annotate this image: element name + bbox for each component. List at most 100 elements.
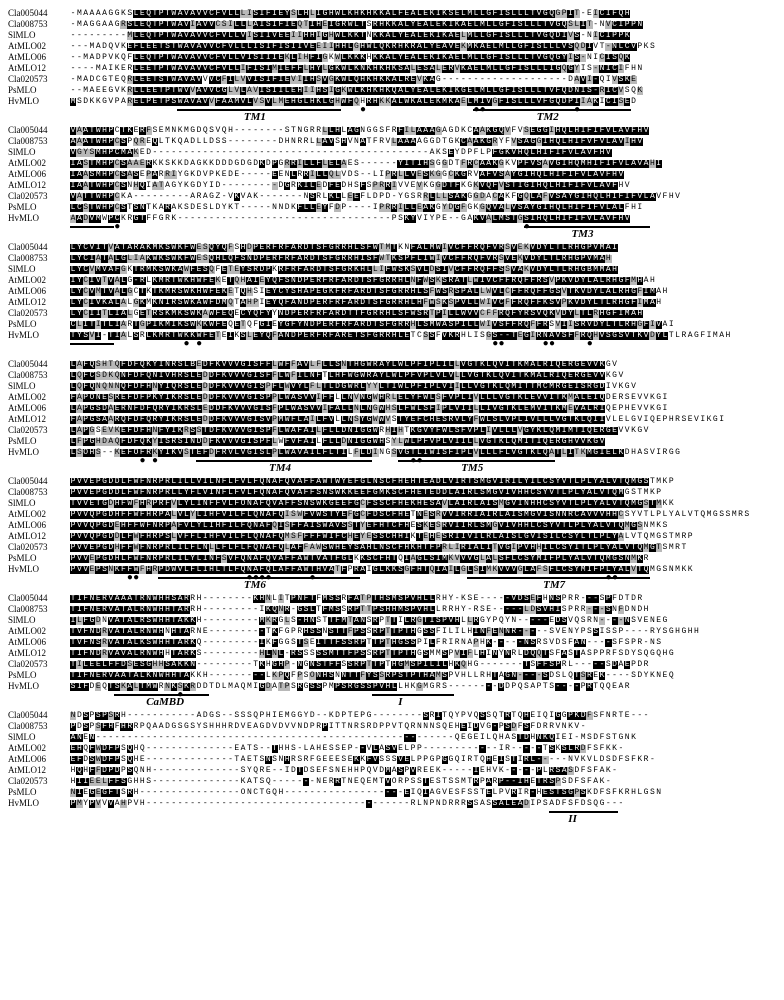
- sequence-label: SlMLO: [8, 499, 70, 508]
- sequence: LAFQSHTQFDFQKYINRSLBEDFKVVVGISFFLWFFAVLF…: [70, 361, 618, 369]
- sequence: TIFNERVATALRNWHHTARRH---------IKQNR-GSLT…: [70, 606, 649, 614]
- sequence-row: PsMLO--MAEEGVKRLLEETPTWVVAVVCGLVLAVISIIL…: [8, 85, 784, 96]
- domain-label: TM1: [244, 112, 266, 123]
- sequence: -MAGGAAGRSLEQTPTWAVIAVVCSILLLAISIFIEQTIH…: [70, 21, 643, 29]
- sequence-row: HvMLOPVVEPSNKFFWFHRPDWVLFLIHLTLFQNAFQLAF…: [8, 564, 784, 575]
- sequence-label: AtMLO06: [8, 755, 70, 764]
- sequence-row: HvMLOPMYPVVVAHPVH-----------------------…: [8, 798, 784, 809]
- sequence-row: HvMLOLSOHS--KEFOFRKYIKVSTEFDFRVLVGISLPLW…: [8, 447, 784, 458]
- sequence-row: AtMLO06EFDSWDFPSQHE--------------TAETSNS…: [8, 754, 784, 765]
- sequence-label: Cla020573: [8, 75, 70, 84]
- domain-label: TM7: [543, 580, 565, 591]
- sequence-label: Cla005044: [8, 126, 70, 135]
- sequence-label: Cla008753: [8, 371, 70, 380]
- sequence-label: PsMLO: [8, 203, 70, 212]
- sequence-row: Cla008753PVVEPGDDLFWFNRPRLLYFLVINFLFVLFQ…: [8, 487, 784, 498]
- domain-label: TM4: [269, 463, 291, 474]
- sequence: --MADPVKQFLEQTPTWAVAVVCFVLLVISIIIEKLIHFI…: [70, 54, 630, 62]
- annotation-row: TM4TM5●●●●: [8, 458, 784, 472]
- sequence-label: SlMLO: [8, 31, 70, 40]
- sequence-row: Cla005044VAATWHPCTKERFSEMNKMGDQSVQH-----…: [8, 125, 784, 136]
- sequence-row: Cla008753LQFCSDKQNFDFQNIVHRSLEDDFKVVVGIS…: [8, 370, 784, 381]
- conserved-residue-dot: ●: [360, 107, 366, 115]
- sequence: LCSTWHPCSTSNTKARAKSDESLDYKT-----NNDKFLLE…: [70, 204, 643, 212]
- sequence-label: AtMLO02: [8, 42, 70, 51]
- sequence: LYCIVKALALGKMKNIRSWKAWFDMQTAHPIEYQFANDPE…: [70, 299, 662, 307]
- conserved-residue-dot: ●: [574, 107, 580, 115]
- sequence: LAPGSEVKEFDFHNFYIKRSSTDFKVVVGISPFLWAFAIL…: [70, 427, 649, 435]
- sequence-row: AtMLO06TVFNSRVATALKSWHHTARKQ---------IKF…: [8, 637, 784, 648]
- sequence: HIIEELFFSGHHS--------------KATSQ-------N…: [70, 778, 612, 786]
- sequence: SIFDEQTSKALTMWRNKSKRDDTDLMAQMIGDATPSRGSS…: [70, 683, 630, 691]
- conserved-residue-dot: ●: [587, 341, 593, 349]
- sequence-row: AtMLO02PVVQPGDHFFWFHRPALVLYLIHFVILFLQNAF…: [8, 509, 784, 520]
- sequence: ----MAIKERLEETPTWAVAVVCFVLLIFISIMIEFFLHY…: [70, 65, 643, 73]
- sequence-row: Cla020573LYCIITLIALGETRSKMKSWKAWFEQECYQF…: [8, 308, 784, 319]
- sequence-row: Cla008753TIFNERVATALRNWHHTARRH---------I…: [8, 604, 784, 615]
- domain-bar: [549, 811, 618, 813]
- sequence: LYCIATALGLIAKWKSWKFWESQHLQFSNDPERFRFARDT…: [70, 255, 612, 263]
- sequence-label: AtMLO06: [8, 53, 70, 62]
- sequence-row: SlMLOLYCVMVAFGKTRMKSWKAWFESQFETEYSRDPKRF…: [8, 264, 784, 275]
- sequence: AAATWHPCSPQREQLTKQADLLDSS--------DHNRRLL…: [70, 138, 643, 146]
- sequence-label: Cla008753: [8, 605, 70, 614]
- sequence-row: PsMLOCLITITLIARTGPIKMIKSWKKWFEQETQFGIEYG…: [8, 319, 784, 330]
- sequence-label: SlMLO: [8, 265, 70, 274]
- alignment-block: Cla005044TIFNERVAAATRNWHHSARRH--------KH…: [8, 593, 784, 706]
- sequence: FAPGSAARQFDFQRYIKRSLEDDFKVVVGISVPMWFLAIL…: [70, 416, 725, 424]
- sequence-row: Cla005044PVVEPGDDLFWFNRPRLILLVILNFLFVLFQ…: [8, 476, 784, 487]
- sequence-label: AtMLO12: [8, 532, 70, 541]
- sequence-label: PsMLO: [8, 437, 70, 446]
- conserved-residue-dot: ●: [498, 341, 504, 349]
- sequence: TYSVI-TIALSRLKMRTWKKWFETEIKSLEYQFANDPERF…: [70, 332, 731, 340]
- sequence-label: AtMLO12: [8, 298, 70, 307]
- sequence-row: SlMLOILFGDNVATALRSWHHTAKKH---------MKRGL…: [8, 615, 784, 626]
- sequence-label: HvMLO: [8, 565, 70, 574]
- conserved-residue-dot: ●: [265, 575, 271, 583]
- sequence-row: AtMLO12----MAIKERLEETPTWAVAVVCFVLLIFISIM…: [8, 63, 784, 74]
- sequence: NIEGEGFTSRH----------------ONCTGQH------…: [70, 789, 662, 797]
- sequence: ---MADQVKEFLEETSTWAVAVVCFVLLLISIFISIIVEE…: [70, 43, 656, 51]
- sequence-row: PsMLOLCSTWHPCSTSNTKARAKSDESLDYKT-----NND…: [8, 202, 784, 213]
- sequence: TIFNERVAAATRNWHHSARRH--------KHNLITPNFTF…: [70, 595, 643, 603]
- sequence-label: AtMLO02: [8, 393, 70, 402]
- sequence-row: AtMLO02FAPONESREFDFPKYIKRSLEDDFKVVVGISPP…: [8, 392, 784, 403]
- sequence-label: Cla005044: [8, 594, 70, 603]
- sequence-row: Cla020573LAPGSEVKEFDFHNFYIKRSSTDFKVVVGIS…: [8, 425, 784, 436]
- sequence: FAPONESREFDFPKYIKRSLEDDFKVVVGISPPLWASVVI…: [70, 394, 668, 402]
- sequence-label: AtMLO12: [8, 415, 70, 424]
- sequence: ---------MLEQTPTWAVAVVCFVLLVISIIVEEIIHHI…: [70, 32, 630, 40]
- domain-bar: [70, 343, 114, 345]
- sequence: ANEN------------------------------------…: [70, 734, 637, 742]
- sequence: PVVQPGDDLFWFHRPSLVFFLIHFVILFLQNAFQMSFFFF…: [70, 533, 693, 541]
- sequence-label: Cla020573: [8, 309, 70, 318]
- alignment-block: Cla005044LYCVITVATARAKMKSWKFWESQYQFSHDPE…: [8, 242, 784, 355]
- sequence-label: Cla008753: [8, 20, 70, 29]
- conserved-residue-dot: ●: [309, 575, 315, 583]
- conserved-residue-dot: ●: [183, 341, 189, 349]
- domain-label: TM5: [461, 463, 483, 474]
- sequence: PVVQPGDHFFWFHRPALVLYLIHFVILFLQNAFQISWFVW…: [70, 511, 750, 519]
- sequence-label: Cla005044: [8, 360, 70, 369]
- sequence-row: SlMLOANEN-------------------------------…: [8, 732, 784, 743]
- sequence-label: AtMLO02: [8, 510, 70, 519]
- sequence-label: Cla008753: [8, 254, 70, 263]
- sequence: IAASMHPCSASEPARRIYGKDVPKEDE-----EENLRRIL…: [70, 171, 624, 179]
- sequence: LYCIITLIALGETRSKMKSWKAWFEQECYQFYYNDPERFR…: [70, 310, 643, 318]
- sequence-row: Cla008753PDSPSFHFHRRPQAADGSGSYSHHHRDVEAG…: [8, 721, 784, 732]
- sequence: TVVETGDHFWFHRPRFVLYLINFFVLFONAFQVAFFSNSW…: [70, 500, 675, 508]
- sequence-label: AtMLO06: [8, 521, 70, 530]
- sequence-label: HvMLO: [8, 448, 70, 457]
- conserved-residue-dot: ●: [549, 341, 555, 349]
- sequence: EFDSWDFPSQHE--------------TAETSNSNHRSRFG…: [70, 756, 656, 764]
- sequence: TVFNSRVATALKSWHHTARKQ---------IKFGGSTSEI…: [70, 639, 662, 647]
- sequence: -MAAAAGGKSLEQTPTWAVAVVCFVLLLISIFIEYSLHLI…: [70, 10, 630, 18]
- sequence-row: Cla020573PVVEPGDHFFWFNRPRLILFLNLLFLFLFQN…: [8, 542, 784, 553]
- sequence-row: AtMLO06IAASMHPCSASEPARRIYGKDVPKEDE-----E…: [8, 169, 784, 180]
- sequence-label: Cla008753: [8, 722, 70, 731]
- sequence-row: AtMLO02TVFNDRVATALRNWHNHTARNE---------TK…: [8, 626, 784, 637]
- sequence-label: AtMLO12: [8, 649, 70, 658]
- sequence-row: AtMLO12PVVQPGDDLFWFHRPSLVFFLIHFVILFLQNAF…: [8, 531, 784, 542]
- sequence-row: Cla020573HIIEELFFSGHHS--------------KATS…: [8, 776, 784, 787]
- alignment-block: Cla005044PVVEPGDDLFWFNRPRLILLVILNFLFVLFQ…: [8, 476, 784, 589]
